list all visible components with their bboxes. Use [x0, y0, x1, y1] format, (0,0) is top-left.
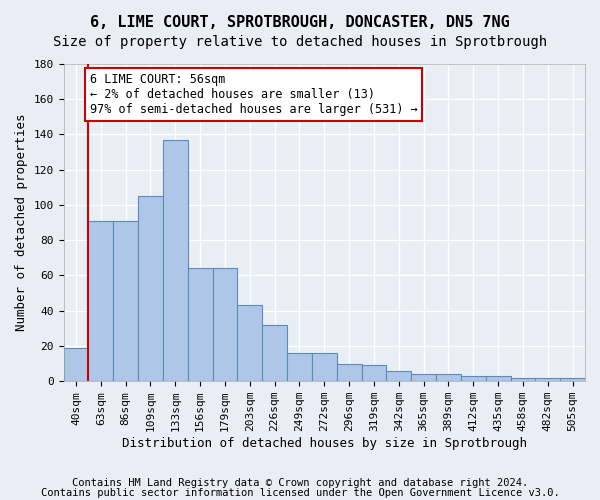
X-axis label: Distribution of detached houses by size in Sprotbrough: Distribution of detached houses by size …	[122, 437, 527, 450]
Bar	[64, 348, 88, 381]
Bar	[485, 376, 511, 381]
Text: 6 LIME COURT: 56sqm
← 2% of detached houses are smaller (13)
97% of semi-detache: 6 LIME COURT: 56sqm ← 2% of detached hou…	[89, 73, 418, 116]
Bar	[113, 221, 138, 381]
Bar	[88, 221, 113, 381]
Bar	[362, 366, 386, 381]
Y-axis label: Number of detached properties: Number of detached properties	[15, 114, 28, 332]
Bar	[511, 378, 535, 381]
Bar	[461, 376, 485, 381]
Bar	[411, 374, 436, 381]
Bar	[535, 378, 560, 381]
Bar	[436, 374, 461, 381]
Bar	[312, 353, 337, 381]
Bar	[560, 378, 585, 381]
Bar	[163, 140, 188, 381]
Bar	[262, 325, 287, 381]
Bar	[138, 196, 163, 381]
Text: 6, LIME COURT, SPROTBROUGH, DONCASTER, DN5 7NG: 6, LIME COURT, SPROTBROUGH, DONCASTER, D…	[90, 15, 510, 30]
Text: Size of property relative to detached houses in Sprotbrough: Size of property relative to detached ho…	[53, 35, 547, 49]
Bar	[238, 306, 262, 381]
Bar	[212, 268, 238, 381]
Bar	[337, 364, 362, 381]
Bar	[386, 370, 411, 381]
Bar	[287, 353, 312, 381]
Bar	[188, 268, 212, 381]
Text: Contains public sector information licensed under the Open Government Licence v3: Contains public sector information licen…	[41, 488, 559, 498]
Text: Contains HM Land Registry data © Crown copyright and database right 2024.: Contains HM Land Registry data © Crown c…	[72, 478, 528, 488]
